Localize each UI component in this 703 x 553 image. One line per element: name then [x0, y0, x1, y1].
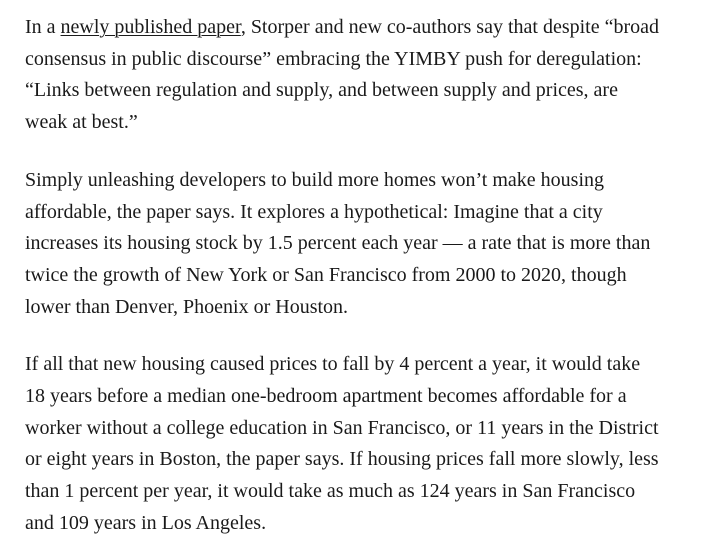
paragraph: If all that new housing caused prices to… [25, 349, 663, 539]
newly-published-paper-link[interactable]: newly published paper [60, 16, 241, 38]
paragraph-text: In a [25, 16, 61, 38]
paragraph-text: If all that new housing caused prices to… [25, 353, 659, 534]
paragraph-text: Simply unleashing developers to build mo… [25, 168, 651, 318]
paragraph-text: , Storper and new co-authors say that de… [25, 16, 660, 134]
paragraph-list: In a newly published paper, Storper and … [25, 12, 663, 540]
article-body: In a newly published paper, Storper and … [25, 12, 663, 540]
paragraph: In a newly published paper, Storper and … [25, 12, 663, 139]
paragraph: Simply unleashing developers to build mo… [25, 165, 663, 324]
